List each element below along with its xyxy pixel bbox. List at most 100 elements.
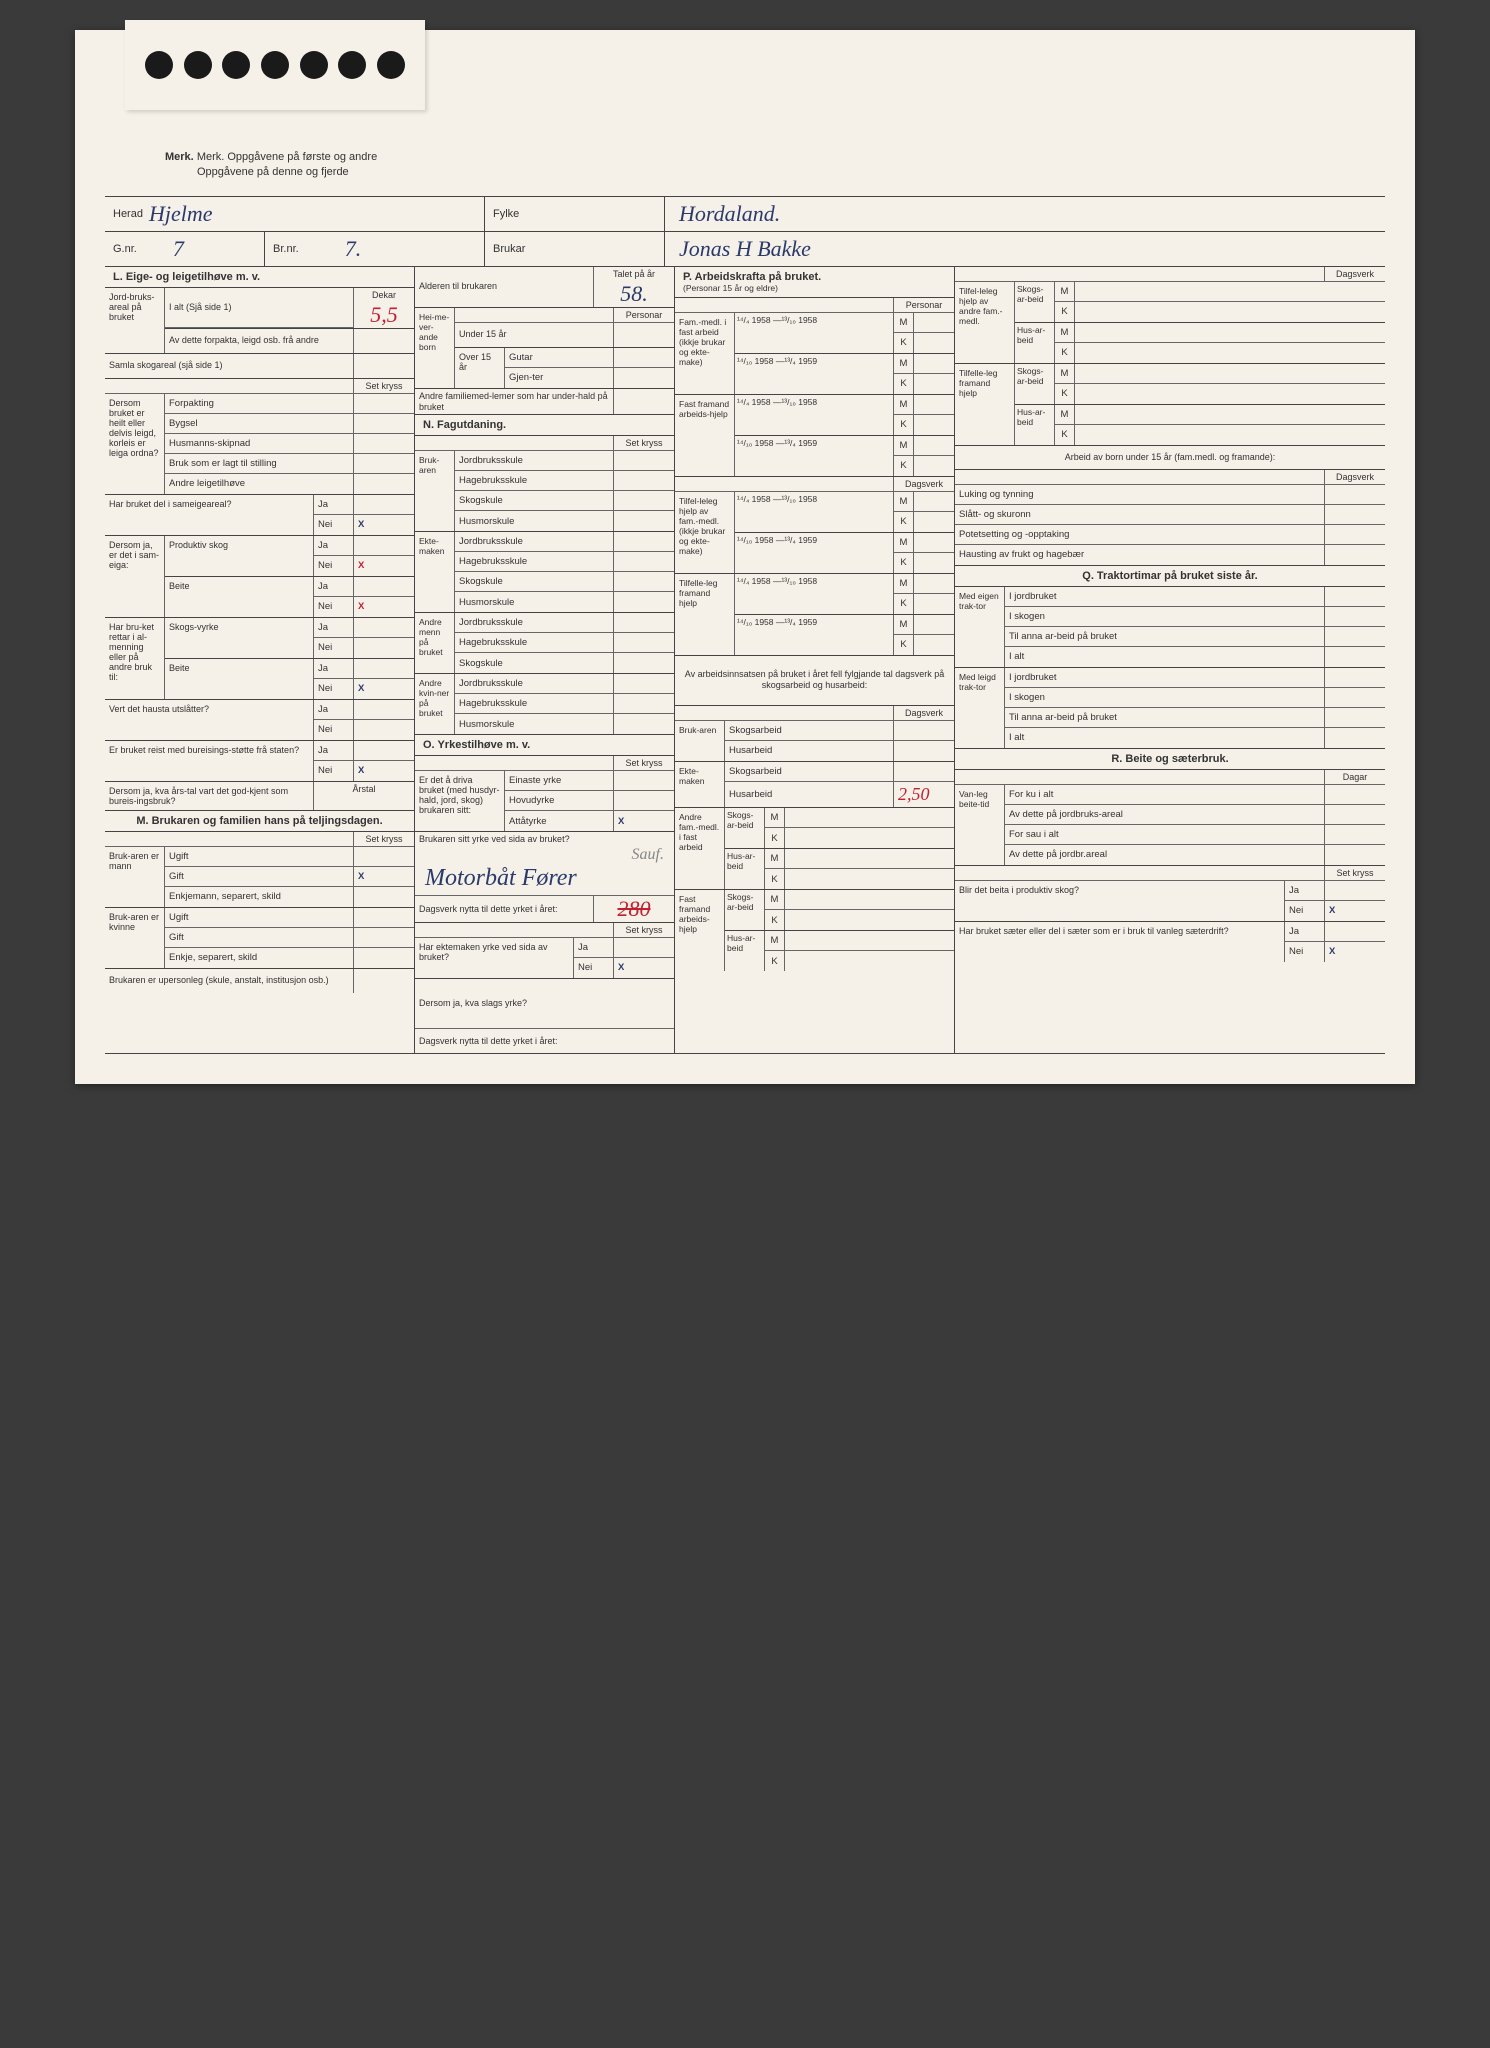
dagsverk-p: Dagsverk: [894, 477, 954, 491]
r-x2: X: [1325, 942, 1385, 962]
fylke-label: Fylke: [493, 208, 519, 220]
andre-fam: Andre familiemed-lemer som har under-hal…: [415, 389, 614, 415]
tilfel-framand2: Tilfelle-leg framand hjelp: [955, 364, 1015, 445]
fast-framand-p2: Fast framand arbeids-hjelp: [675, 890, 725, 971]
arstal-label: Årstal: [314, 782, 414, 796]
section-q-header: Q. Traktortimar på bruket siste år.: [955, 566, 1385, 587]
avdette-label: Av dette forpakta, leigd osb. frå andre: [165, 329, 354, 353]
r-x1: X: [1325, 901, 1385, 921]
brukaren-p2: Bruk-aren: [675, 721, 725, 761]
nei-1: Nei: [314, 515, 354, 535]
produktiv: Produktiv skog: [165, 536, 314, 576]
avdette-jordbr: Av dette på jordbr.areal: [1005, 845, 1325, 865]
gnr-value: 7: [167, 236, 190, 262]
bygsel: Bygsel: [165, 414, 354, 434]
gift-x: X: [354, 867, 414, 887]
tilfelleleg-fam-p: Tilfel-leleg hjelp av fam.-medl. (ikkje …: [675, 492, 735, 573]
section-p-sub: (Personar 15 år og eldre): [675, 283, 954, 298]
binder-holes: [125, 20, 425, 110]
beite-1: Beite: [165, 577, 314, 617]
bruksom: Bruk som er lagt til stilling: [165, 454, 354, 474]
brukaren-kvinne: Bruk-aren er kvinne: [105, 908, 165, 968]
talet-label: Talet på år: [594, 267, 674, 281]
brukaren-mann: Bruk-aren er mann: [105, 847, 165, 907]
yrke-value: Motorbåt Fører: [419, 864, 583, 893]
merk-line2: Oppgåvene på denne og fjerde: [197, 166, 349, 178]
gnr-label: G.nr.: [113, 243, 137, 255]
personar-p: Personar: [894, 298, 954, 312]
har-bruket-saeter: Har bruket sæter eller del i sæter som e…: [955, 922, 1285, 962]
tilfel-andre: Tilfel-leleg hjelp av andre fam.-medl.: [955, 282, 1015, 363]
col-p-left: P. Arbeidskrafta på bruket. (Personar 15…: [675, 267, 955, 1053]
header-row-2: G.nr. 7 Br.nr. 7. Brukar Jonas H Bakke: [105, 232, 1385, 267]
brnr-label: Br.nr.: [273, 243, 299, 255]
vert-det: Vert det hausta utslåtter?: [105, 700, 314, 740]
er-bruket-reist: Er bruket reist med bureisings-støtte fr…: [105, 741, 314, 781]
dersom-ja: Dersom ja, er det i sam-eiga:: [105, 536, 165, 617]
hausting: Hausting av frukt og hagebær: [955, 545, 1325, 565]
jordbruksareal-label: Jord-bruks-areal på bruket: [105, 288, 165, 353]
alderen-label: Alderen til brukaren: [415, 267, 594, 307]
merk-line1: Merk. Oppgåvene på første og andre: [197, 151, 377, 163]
setkryss-n: Set kryss: [614, 436, 674, 450]
brukar-label: Brukar: [493, 243, 525, 255]
har-ektemaken-o: Har ektemaken yrke ved sida av bruket?: [415, 938, 574, 978]
setkryss-o: Set kryss: [614, 756, 674, 770]
ialt-label: I alt (Sjå side 1): [165, 288, 354, 328]
x-3: X: [354, 597, 414, 617]
hovud: Hovudyrke: [505, 791, 614, 811]
slatt: Slått- og skuronn: [955, 505, 1325, 525]
tilfelleleg-framand-p: Tilfelle-leg framand hjelp: [675, 574, 735, 655]
dagsverk-o-value: 280: [594, 896, 674, 922]
ektemaken-p2: Ekte-maken: [675, 762, 725, 808]
col-n-o: Alderen til brukaren Talet på år 58. Hei…: [415, 267, 675, 1053]
x-2: X: [354, 556, 414, 576]
col-l-m: L. Eige- og leigetilhøve m. v. Jord-bruk…: [105, 267, 415, 1053]
under15: Under 15 år: [455, 323, 614, 347]
dagsverk-o-label: Dagsverk nytta til dette yrket i året:: [415, 896, 594, 922]
brnr-value: 7.: [339, 236, 368, 262]
gutar: Gutar: [505, 348, 614, 368]
main-grid: L. Eige- og leigetilhøve m. v. Jord-bruk…: [105, 267, 1385, 1054]
dersom-bruket: Dersom bruket er heilt eller delvis leig…: [105, 394, 165, 494]
attat: Attåtyrke: [505, 811, 614, 831]
vanleg: Van-leg beite-tid: [955, 785, 1005, 865]
over15: Over 15 år: [455, 348, 505, 388]
luking: Luking og tynning: [955, 485, 1325, 505]
har-bruket-rettar: Har bru-ket rettar i al-menning eller på…: [105, 618, 165, 699]
section-n-header: N. Fagutdaning.: [415, 415, 674, 436]
med-eigen: Med eigen trak-tor: [955, 587, 1005, 667]
husmanns: Husmanns-skipnad: [165, 434, 354, 454]
fam-medl-p: Fam.-medl. i fast arbeid (ikkje brukar o…: [675, 313, 735, 394]
herad-label: Herad: [113, 208, 143, 220]
husarbeid-value: 2,50: [894, 782, 954, 808]
col-right: Dagsverk Tilfel-leleg hjelp av andre fam…: [955, 267, 1385, 1053]
samla-label: Samla skogareal (sjå side 1): [105, 354, 354, 378]
skogsvyrke: Skogs-vyrke: [165, 618, 314, 658]
upersonleg: Brukaren er upersonleg (skule, anstalt, …: [105, 969, 354, 993]
x-1: X: [354, 515, 414, 535]
dekar-label: Dekar: [354, 288, 414, 302]
gjenter: Gjen-ter: [505, 368, 614, 388]
attat-x: X: [614, 811, 674, 831]
x-5: X: [354, 761, 414, 781]
forku: For ku i alt: [1005, 785, 1325, 805]
section-l-header: L. Eige- og leigetilhøve m. v.: [105, 267, 414, 288]
heime: Hei-me-ver-ande born: [415, 308, 455, 388]
ugift-m: Ugift: [165, 847, 354, 867]
gift-m: Gift: [165, 867, 354, 887]
andre-menn-n: Andre menn på bruket: [415, 613, 455, 673]
herad-value: Hjelme: [143, 201, 219, 227]
med-leigd: Med leigd trak-tor: [955, 668, 1005, 748]
section-p-header: P. Arbeidskrafta på bruket.: [675, 267, 954, 283]
enkje: Enkje, separert, skild: [165, 948, 354, 968]
alderen-value: 58.: [594, 281, 674, 307]
potet: Potetsetting og -opptaking: [955, 525, 1325, 545]
andre-leige: Andre leigetilhøve: [165, 474, 354, 494]
setkryss-m: Set kryss: [354, 832, 414, 846]
er-det-o: Er det å driva bruket (med husdyr-hald, …: [415, 771, 505, 831]
section-r-header: R. Beite og sæterbruk.: [955, 749, 1385, 770]
andre-fam-p2: Andre fam.-medl. i fast arbeid: [675, 808, 725, 889]
section-m-header: M. Brukaren og familien hans på teljings…: [105, 811, 414, 832]
ektemaken-n: Ekte-maken: [415, 532, 455, 612]
